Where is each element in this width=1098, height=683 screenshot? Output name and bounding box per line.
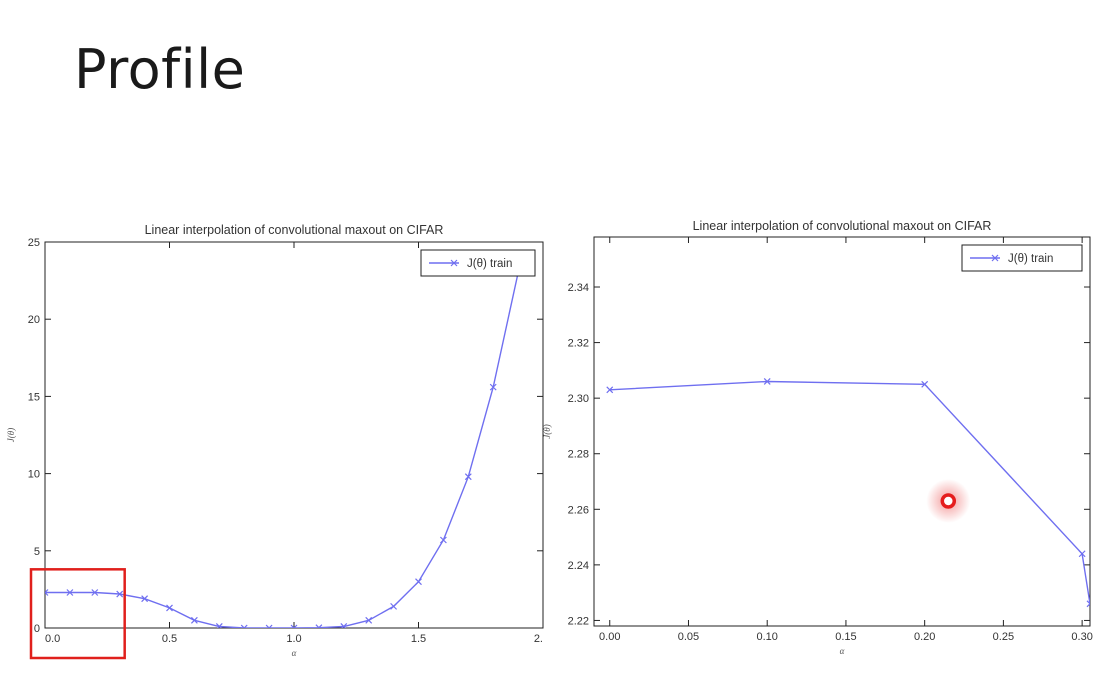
- x-tick-label: 0.10: [756, 631, 777, 643]
- y-tick-label: 2.24: [568, 560, 589, 572]
- data-point-stroke: [365, 616, 373, 624]
- chart-left: Linear interpolation of convolutional ma…: [6, 223, 544, 660]
- legend-label: J(θ) train: [467, 258, 512, 270]
- x-axis-label: α: [840, 646, 845, 656]
- data-point-stroke: [116, 590, 124, 598]
- y-tick-label: 10: [28, 469, 40, 481]
- data-point-stroke: [141, 595, 149, 603]
- y-tick-label: 2.34: [568, 282, 589, 294]
- chart-right: Linear interpolation of convolutional ma…: [542, 219, 1093, 656]
- data-point-stroke: [464, 473, 472, 481]
- x-tick-label: 0.20: [914, 631, 935, 643]
- data-point-stroke: [1086, 602, 1090, 608]
- plot-area: [45, 269, 522, 628]
- y-axis-label: J(θ): [542, 424, 552, 438]
- data-point-stroke: [166, 604, 173, 612]
- y-tick-label: 2.28: [568, 449, 589, 461]
- data-point-stroke: [763, 378, 771, 385]
- data-point-stroke: [341, 623, 348, 628]
- y-axis-label: J(θ): [6, 428, 16, 442]
- x-tick-label: 0.05: [678, 631, 699, 643]
- data-point-stroke: [921, 380, 929, 388]
- y-tick-label: 5: [34, 546, 40, 558]
- series-line: [45, 272, 519, 628]
- data-point-stroke: [243, 624, 248, 628]
- data-point-stroke: [489, 383, 497, 391]
- data-point-stroke: [45, 589, 49, 594]
- y-tick-label: 20: [28, 314, 40, 326]
- x-axis-label: α: [292, 648, 297, 658]
- data-point-stroke: [91, 589, 99, 596]
- x-tick-label: 0.25: [993, 631, 1014, 643]
- y-tick-label: 0: [34, 623, 40, 635]
- data-point-stroke: [390, 602, 398, 610]
- data-point-stroke: [1078, 550, 1086, 558]
- data-point: [265, 624, 270, 628]
- data-point: [290, 624, 295, 628]
- series-line: [609, 380, 1090, 604]
- y-tick-label: 25: [28, 237, 40, 249]
- x-tick-label: 0.00: [599, 631, 620, 643]
- data-point-stroke: [317, 624, 323, 628]
- legend-label: J(θ) train: [1008, 253, 1053, 265]
- chart-title: Linear interpolation of convolutional ma…: [693, 219, 992, 233]
- data-point: [240, 624, 246, 628]
- data-point-stroke: [415, 578, 422, 586]
- x-tick-label: 2.: [534, 633, 543, 645]
- data-point: [45, 591, 49, 596]
- legend-marker-stroke: [450, 259, 458, 267]
- slide-title: Profile: [74, 38, 246, 101]
- legend-marker-stroke: [991, 254, 999, 262]
- y-tick-label: 2.30: [568, 393, 589, 405]
- chart-title: Linear interpolation of convolutional ma…: [145, 223, 444, 237]
- data-point-stroke: [268, 624, 273, 628]
- data-point-stroke: [293, 624, 298, 628]
- y-tick-label: 15: [28, 391, 40, 403]
- x-tick-label: 0.15: [835, 631, 856, 643]
- x-tick-label: 0.5: [162, 633, 177, 645]
- pointer-dot: [940, 493, 957, 509]
- data-point-stroke: [606, 386, 614, 394]
- data-point-stroke: [216, 623, 223, 628]
- data-point-stroke: [190, 616, 198, 624]
- plot-frame: [593, 236, 1091, 627]
- x-tick-label: 1.0: [286, 633, 301, 645]
- y-tick-label: 2.26: [568, 504, 589, 516]
- plot-area: [606, 378, 1090, 608]
- y-tick-label: 2.22: [568, 615, 589, 627]
- x-tick-label: 0.30: [1071, 631, 1092, 643]
- data-point: [1086, 600, 1090, 605]
- x-tick-label: 1.5: [411, 633, 426, 645]
- x-tick-label: 0.0: [45, 633, 60, 645]
- data-point-stroke: [439, 536, 447, 544]
- data-point-stroke: [66, 589, 74, 596]
- y-tick-label: 2.32: [568, 338, 589, 350]
- highlight-box: [29, 568, 126, 660]
